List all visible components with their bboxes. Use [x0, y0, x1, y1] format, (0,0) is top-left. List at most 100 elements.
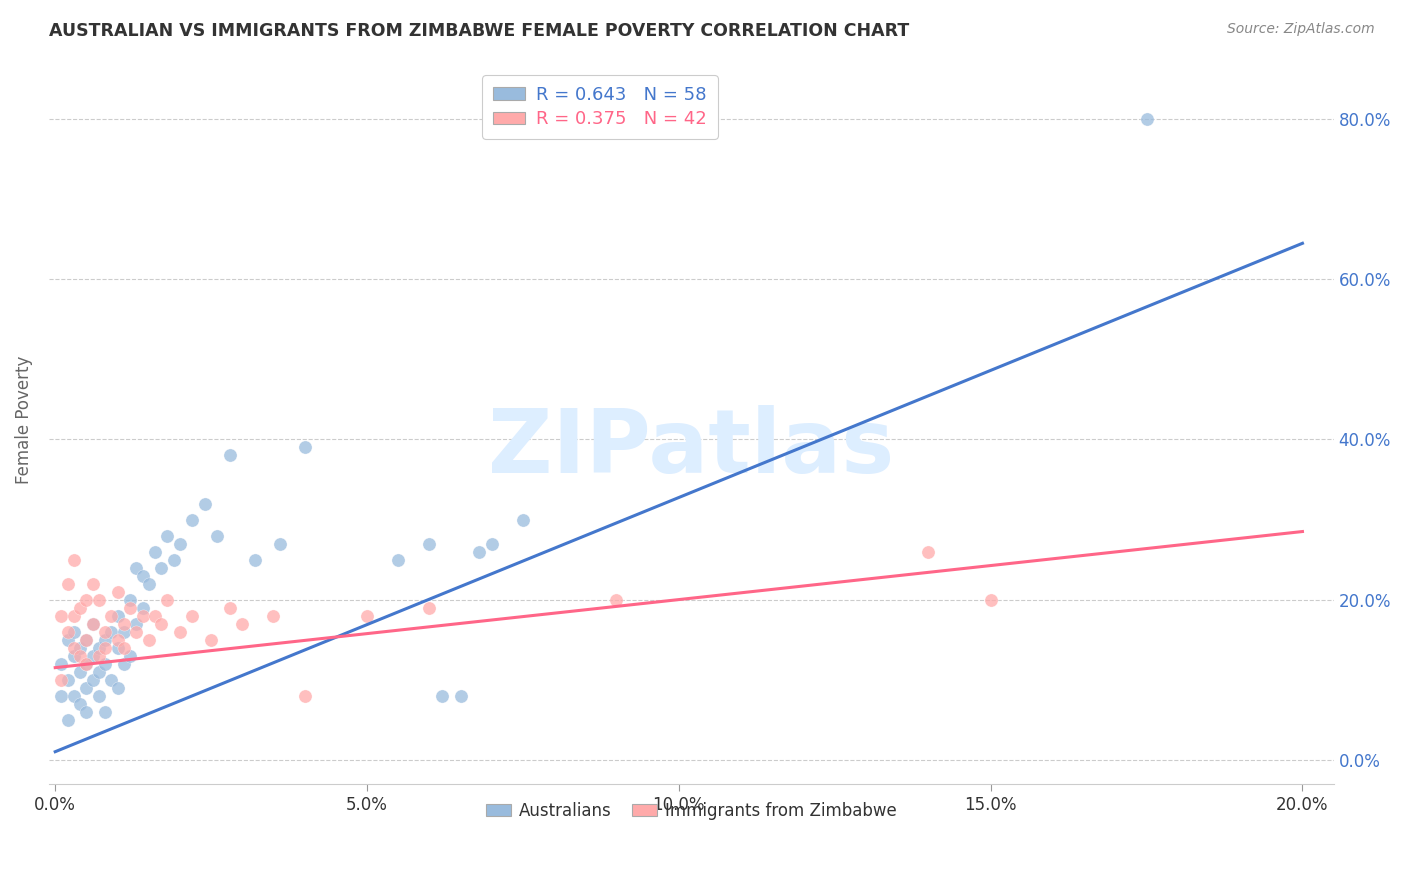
Point [56, 632, 79, 647]
Point [75, 681, 97, 695]
Point [218, 600, 240, 615]
Point [181, 608, 204, 623]
Point [481, 536, 503, 550]
Point [131, 568, 153, 582]
Point [112, 624, 135, 639]
Point [125, 624, 148, 639]
Point [1135, 112, 1157, 127]
Point [387, 552, 409, 566]
Point [263, 608, 285, 623]
Point [107, 640, 129, 655]
Point [118, 592, 141, 607]
Point [269, 536, 291, 550]
Point [107, 608, 129, 623]
Point [118, 600, 141, 615]
Point [112, 657, 135, 671]
Point [200, 632, 222, 647]
Point [82, 616, 104, 631]
Point [63, 608, 86, 623]
Point [138, 576, 160, 591]
Point [980, 592, 1002, 607]
Point [87, 689, 110, 703]
Point [107, 681, 129, 695]
Point [194, 496, 217, 510]
Point [63, 689, 86, 703]
Point [143, 608, 166, 623]
Point [56, 673, 79, 687]
Point [218, 449, 240, 463]
Point [63, 624, 86, 639]
Point [82, 673, 104, 687]
Point [112, 640, 135, 655]
Point [118, 648, 141, 663]
Point [69, 648, 91, 663]
Point [131, 600, 153, 615]
Point [131, 608, 153, 623]
Point [418, 600, 440, 615]
Point [100, 624, 122, 639]
Text: ZIPatlas: ZIPatlas [488, 405, 894, 492]
Point [100, 673, 122, 687]
Point [56, 576, 79, 591]
Point [94, 632, 117, 647]
Point [56, 713, 79, 727]
Point [125, 616, 148, 631]
Point [294, 441, 316, 455]
Point [63, 640, 86, 655]
Point [75, 657, 97, 671]
Point [512, 512, 534, 526]
Point [82, 616, 104, 631]
Point [231, 616, 253, 631]
Point [94, 705, 117, 719]
Point [156, 592, 179, 607]
Point [138, 632, 160, 647]
Point [87, 648, 110, 663]
Point [87, 640, 110, 655]
Point [75, 705, 97, 719]
Point [418, 536, 440, 550]
Point [94, 657, 117, 671]
Point [181, 512, 204, 526]
Y-axis label: Female Poverty: Female Poverty [15, 355, 32, 483]
Legend: Australians, Immigrants from Zimbabwe: Australians, Immigrants from Zimbabwe [479, 795, 904, 826]
Point [917, 544, 939, 558]
Point [100, 608, 122, 623]
Point [82, 576, 104, 591]
Point [156, 528, 179, 542]
Point [51, 689, 73, 703]
Point [94, 640, 117, 655]
Point [450, 689, 472, 703]
Point [605, 592, 627, 607]
Point [150, 560, 173, 574]
Point [87, 592, 110, 607]
Point [69, 697, 91, 711]
Point [69, 600, 91, 615]
Point [169, 624, 191, 639]
Point [163, 552, 186, 566]
Point [82, 648, 104, 663]
Point [51, 657, 73, 671]
Point [69, 640, 91, 655]
Point [125, 560, 148, 574]
Point [143, 544, 166, 558]
Point [107, 584, 129, 599]
Point [51, 608, 73, 623]
Point [75, 592, 97, 607]
Point [75, 657, 97, 671]
Point [150, 616, 173, 631]
Point [94, 624, 117, 639]
Point [243, 552, 266, 566]
Point [356, 608, 378, 623]
Point [112, 616, 135, 631]
Text: Source: ZipAtlas.com: Source: ZipAtlas.com [1227, 22, 1375, 37]
Point [63, 552, 86, 566]
Point [468, 544, 491, 558]
Point [87, 665, 110, 679]
Point [75, 632, 97, 647]
Point [294, 689, 316, 703]
Point [69, 665, 91, 679]
Point [207, 528, 229, 542]
Point [51, 673, 73, 687]
Point [75, 632, 97, 647]
Point [107, 632, 129, 647]
